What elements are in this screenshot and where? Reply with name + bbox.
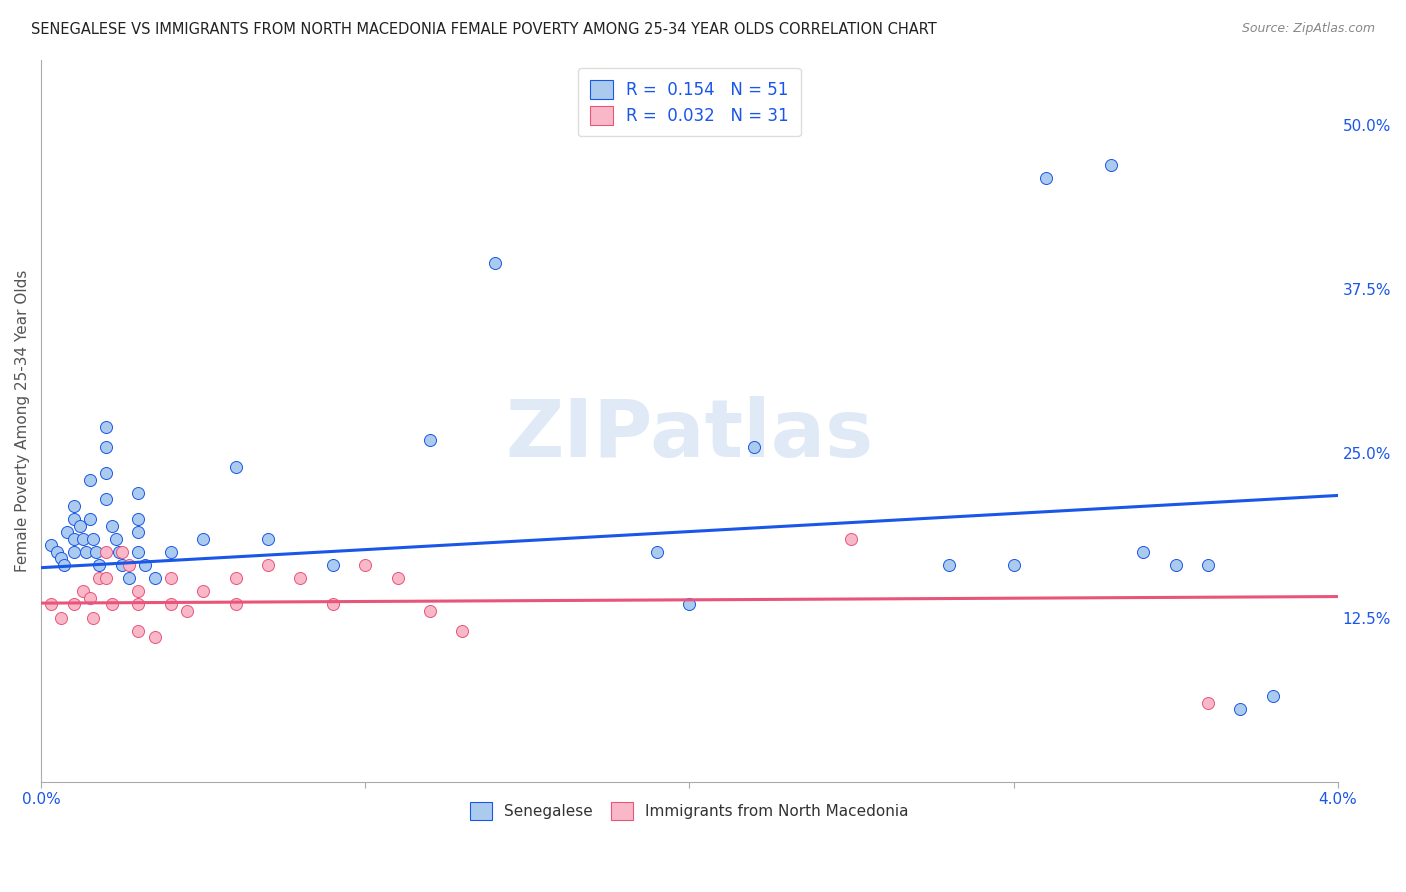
Point [62,545,84,559]
Point [89,571,111,585]
Point [451,624,474,638]
Point [101,598,124,612]
Point [127,545,149,559]
Point [111,558,134,572]
Point [290,571,312,585]
Point [159,545,181,559]
Point [1035,170,1057,185]
Point [94,440,117,454]
Point [62,512,84,526]
Point [225,571,247,585]
Point [94,571,117,585]
Point [354,558,377,572]
Point [1197,696,1219,710]
Point [62,598,84,612]
Point [79,512,101,526]
Point [39,598,62,612]
Text: ZIPatlas: ZIPatlas [505,396,873,474]
Point [82,532,104,546]
Point [841,532,863,546]
Point [159,571,181,585]
Point [49,610,72,624]
Point [1132,545,1154,559]
Point [94,420,117,434]
Point [117,558,139,572]
Point [127,486,149,500]
Point [678,598,700,612]
Point [108,545,131,559]
Point [419,604,441,618]
Point [1197,558,1219,572]
Point [127,624,149,638]
Point [127,525,149,540]
Point [484,256,506,270]
Point [39,538,62,552]
Point [225,459,247,474]
Text: SENEGALESE VS IMMIGRANTS FROM NORTH MACEDONIA FEMALE POVERTY AMONG 25-34 YEAR OL: SENEGALESE VS IMMIGRANTS FROM NORTH MACE… [31,22,936,37]
Point [46,545,69,559]
Point [94,545,117,559]
Point [82,610,104,624]
Point [62,499,84,513]
Point [117,571,139,585]
Point [69,518,91,533]
Point [72,584,94,599]
Point [1099,158,1122,172]
Point [159,598,181,612]
Point [89,558,111,572]
Point [94,466,117,480]
Point [62,532,84,546]
Point [176,604,198,618]
Point [1229,702,1251,716]
Legend: Senegalese, Immigrants from North Macedonia: Senegalese, Immigrants from North Macedo… [464,797,914,826]
Point [193,584,215,599]
Point [419,434,441,448]
Point [134,558,156,572]
Point [127,584,149,599]
Point [387,571,409,585]
Point [322,558,344,572]
Point [111,545,134,559]
Text: Source: ZipAtlas.com: Source: ZipAtlas.com [1241,22,1375,36]
Point [94,492,117,507]
Point [1002,558,1025,572]
Point [257,532,280,546]
Y-axis label: Female Poverty Among 25-34 Year Olds: Female Poverty Among 25-34 Year Olds [15,269,30,572]
Point [742,440,765,454]
Point [1261,690,1284,704]
Point [225,598,247,612]
Point [49,551,72,566]
Point [322,598,344,612]
Point [56,525,79,540]
Point [101,518,124,533]
Point [84,545,107,559]
Point [1164,558,1187,572]
Point [257,558,280,572]
Point [79,591,101,605]
Point [143,630,166,644]
Point [143,571,166,585]
Point [104,532,127,546]
Point [127,512,149,526]
Point [79,473,101,487]
Point [645,545,668,559]
Point [938,558,960,572]
Point [52,558,75,572]
Point [193,532,215,546]
Point [72,532,94,546]
Point [76,545,98,559]
Point [127,598,149,612]
